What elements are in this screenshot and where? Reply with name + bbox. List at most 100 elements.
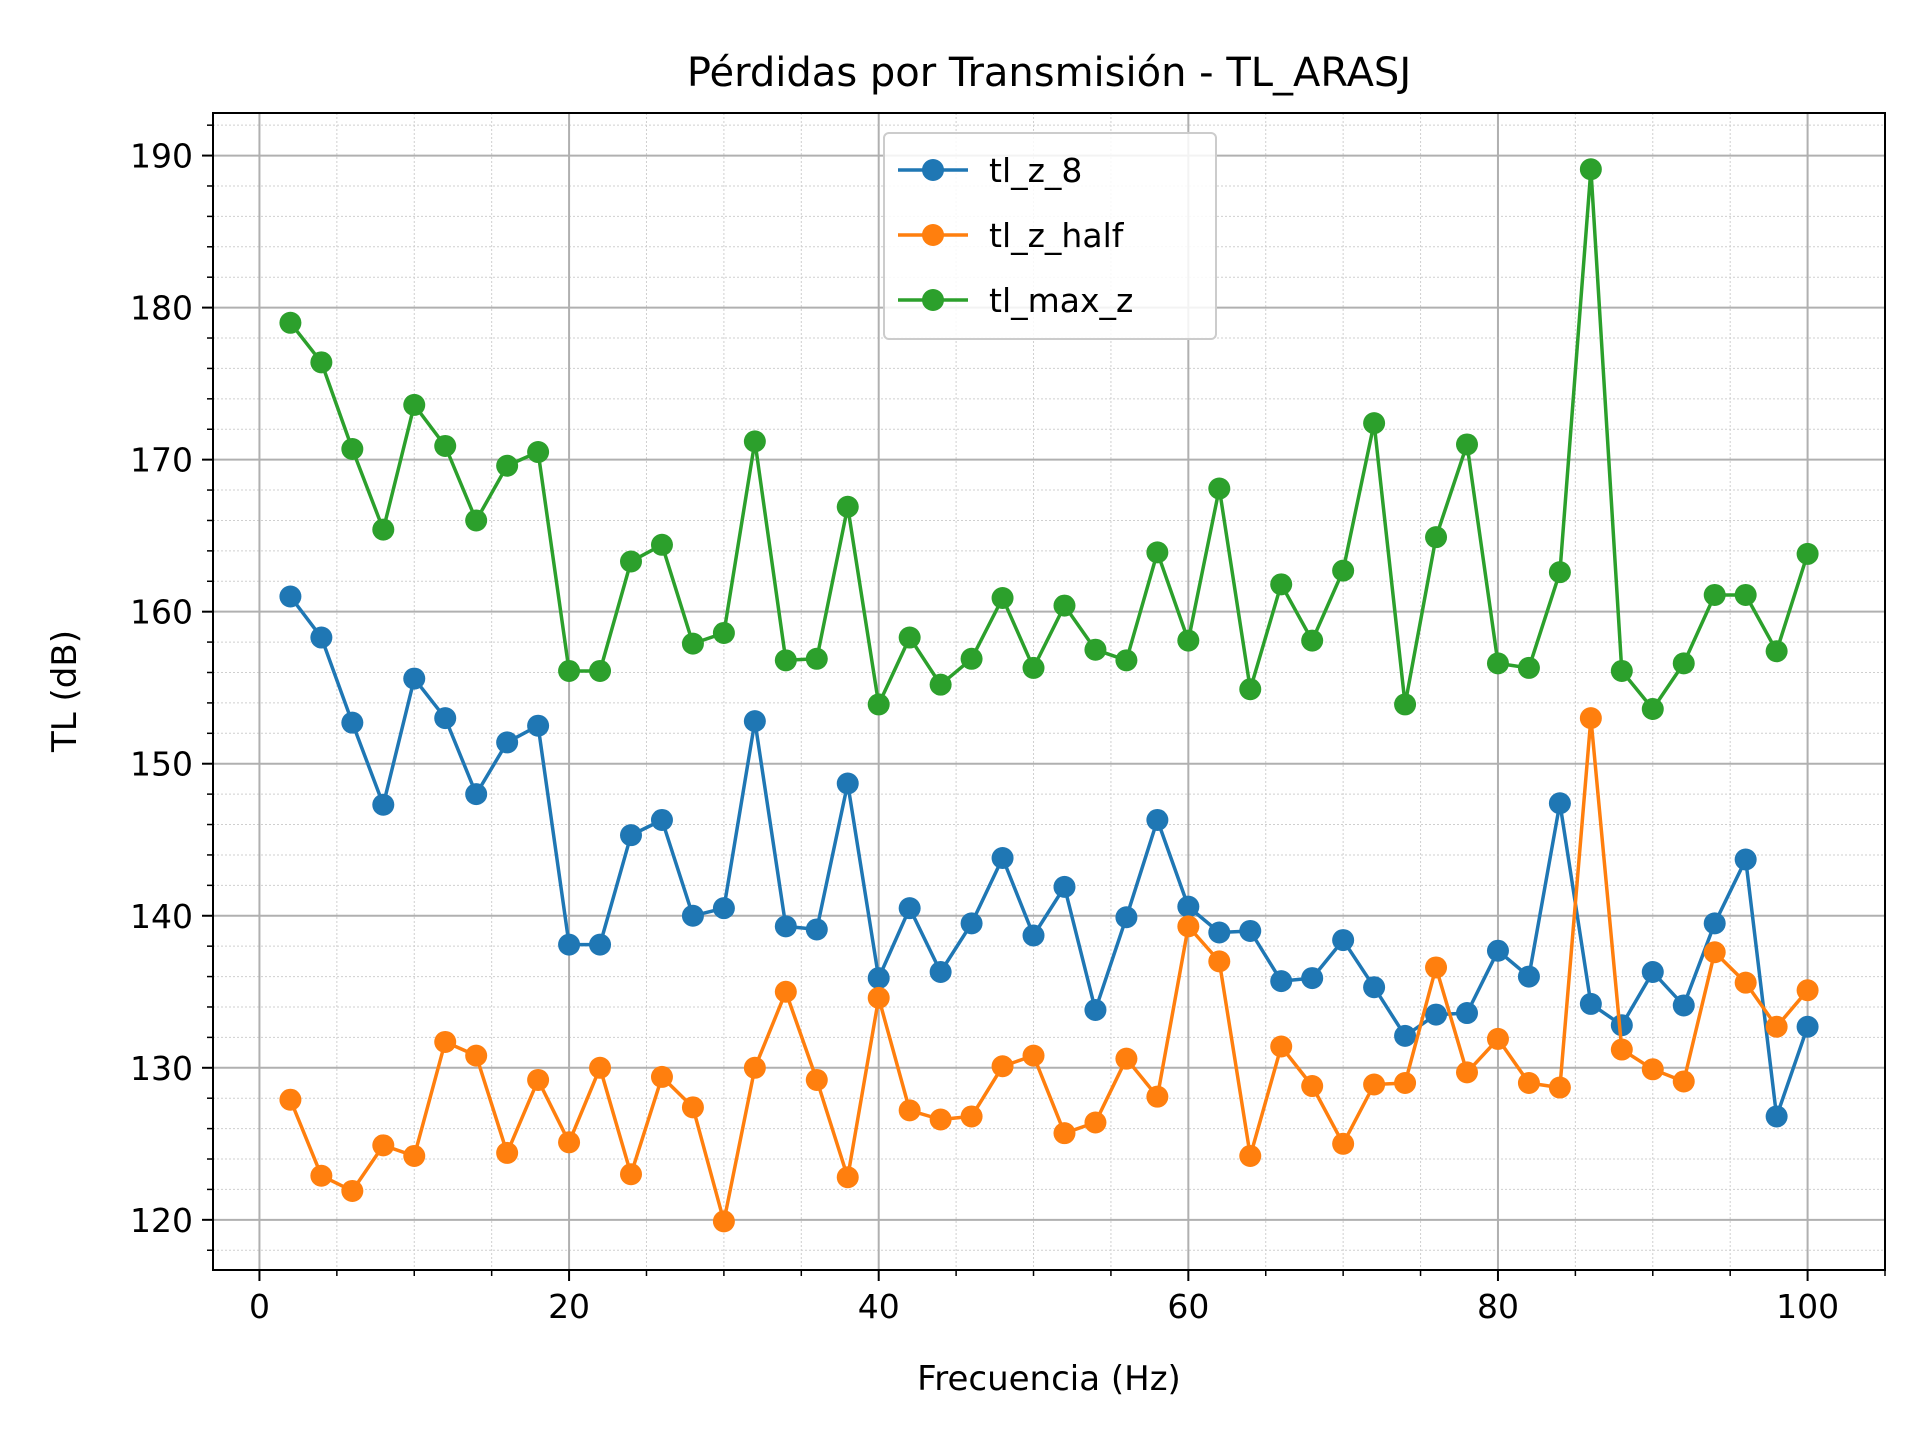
- data-point: [1363, 1073, 1386, 1096]
- data-point: [712, 621, 735, 644]
- data-point: [991, 846, 1014, 869]
- legend-label: tl_max_z: [989, 281, 1133, 320]
- chart-title: Pérdidas por Transmisión - TL_ARASJ: [687, 50, 1411, 96]
- data-point: [805, 647, 828, 670]
- data-point: [1332, 929, 1355, 952]
- data-point: [403, 1144, 426, 1167]
- data-point: [1146, 541, 1169, 564]
- data-point: [589, 933, 612, 956]
- data-point: [712, 897, 735, 920]
- data-point: [1177, 915, 1200, 938]
- series-tl_z_half: [279, 707, 1819, 1233]
- data-point: [1734, 583, 1757, 606]
- data-point: [743, 710, 766, 733]
- data-point: [1734, 848, 1757, 871]
- data-point: [1363, 412, 1386, 435]
- data-point: [1517, 1071, 1540, 1094]
- data-point: [1208, 477, 1231, 500]
- data-point: [465, 783, 488, 806]
- data-point: [836, 495, 859, 518]
- data-point: [712, 1210, 735, 1233]
- data-point: [898, 626, 921, 649]
- data-point: [310, 1164, 333, 1187]
- data-point: [496, 731, 519, 754]
- data-point: [1610, 659, 1633, 682]
- data-point: [867, 693, 890, 716]
- x-tick-label: 60: [1167, 1287, 1209, 1326]
- data-point: [1548, 792, 1571, 815]
- x-axis-label: Frecuencia (Hz): [917, 1359, 1181, 1399]
- y-tick-label: 190: [130, 137, 193, 176]
- data-point: [867, 967, 890, 990]
- legend-label: tl_z_8: [989, 151, 1082, 190]
- y-tick-label: 130: [130, 1049, 193, 1088]
- data-point: [650, 533, 673, 556]
- data-point: [434, 707, 457, 730]
- data-point: [589, 1056, 612, 1079]
- data-point: [1053, 1122, 1076, 1145]
- data-point: [681, 632, 704, 655]
- data-point: [1146, 808, 1169, 831]
- legend: tl_z_8 tl_z_half tl_max_z: [883, 132, 1217, 340]
- data-point: [1115, 649, 1138, 672]
- data-point: [372, 518, 395, 541]
- data-point: [372, 793, 395, 816]
- series-line: [289, 167, 1810, 711]
- series-tl_max_z: [279, 158, 1819, 720]
- y-tick-label: 120: [130, 1201, 193, 1240]
- y-tick-labels: 120 130 140 150 160 170 180 190: [130, 137, 193, 1240]
- data-point: [867, 986, 890, 1009]
- y-tick-label: 170: [130, 441, 193, 480]
- data-point: [774, 649, 797, 672]
- axis-ticks: [202, 124, 1886, 1281]
- data-point: [1456, 1002, 1478, 1025]
- data-point: [1332, 559, 1355, 582]
- data-point: [1394, 693, 1417, 716]
- data-point: [589, 659, 612, 682]
- legend-item: tl_max_z: [898, 281, 1133, 320]
- data-point: [341, 438, 364, 461]
- data-point: [1641, 961, 1664, 984]
- data-point: [1239, 678, 1262, 701]
- data-point: [341, 1179, 364, 1202]
- data-point: [1239, 919, 1262, 942]
- data-point: [960, 647, 983, 670]
- data-point: [1548, 1076, 1571, 1099]
- data-point: [1301, 967, 1324, 990]
- data-point: [279, 1088, 302, 1111]
- data-point: [372, 1134, 395, 1157]
- major-grid: [213, 113, 1885, 1270]
- data-point: [1208, 921, 1231, 944]
- data-point: [681, 1096, 704, 1119]
- data-point: [620, 824, 642, 847]
- data-point: [1177, 629, 1200, 652]
- x-tick-label: 0: [249, 1287, 270, 1326]
- data-point: [434, 434, 457, 457]
- legend-label: tl_z_half: [989, 216, 1125, 255]
- data-point: [1610, 1038, 1633, 1061]
- data-point: [341, 711, 364, 734]
- legend-marker: [922, 224, 944, 246]
- y-tick-label: 140: [130, 897, 193, 936]
- x-tick-label: 20: [548, 1287, 590, 1326]
- data-point: [1022, 924, 1045, 947]
- data-point: [1610, 1014, 1633, 1037]
- data-point: [1579, 707, 1602, 730]
- data-point: [1394, 1071, 1417, 1094]
- data-point: [681, 904, 704, 927]
- data-point: [1332, 1132, 1355, 1155]
- x-tick-label: 40: [858, 1287, 900, 1326]
- data-point: [743, 1056, 766, 1079]
- data-point: [558, 659, 581, 682]
- data-point: [650, 1065, 673, 1088]
- data-point: [1672, 652, 1695, 675]
- data-point: [1796, 542, 1819, 565]
- data-point: [1486, 939, 1509, 962]
- data-point: [960, 1105, 983, 1128]
- data-point: [496, 1141, 519, 1164]
- data-point: [1053, 875, 1076, 898]
- data-point: [1115, 906, 1138, 929]
- data-point: [1765, 640, 1788, 663]
- data-point: [1734, 971, 1757, 994]
- data-point: [1703, 941, 1726, 964]
